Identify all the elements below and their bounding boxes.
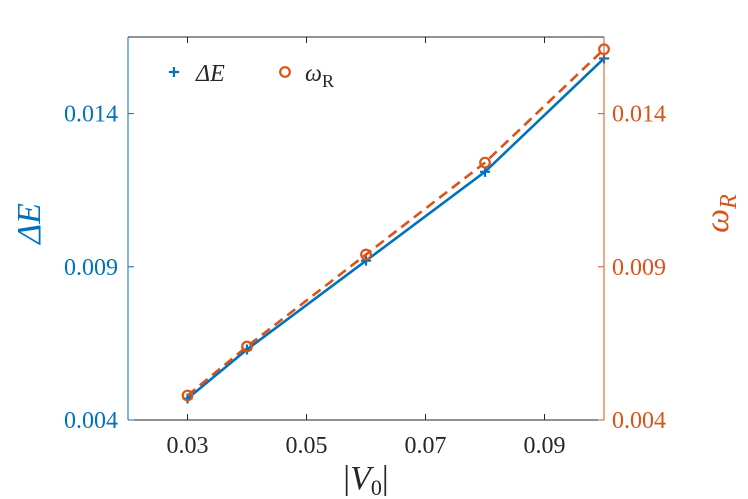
- legend-plus-marker: [169, 67, 179, 77]
- y-left-tick-label: 0.009: [64, 255, 118, 281]
- series-line: [186, 48, 605, 397]
- legend-entry-omega-r: ωR: [279, 61, 334, 91]
- data-point: [360, 248, 372, 261]
- legend-entry-delta-e: ΔE: [169, 61, 225, 87]
- y-left-tick-label: 0.014: [64, 102, 118, 128]
- data-point: [181, 389, 194, 402]
- series-omega-r: [181, 43, 610, 402]
- x-tick-label: 0.09: [524, 433, 566, 459]
- data-point: [361, 255, 371, 266]
- y-right-axis-title: ωR: [699, 194, 742, 233]
- legend-label-omega-r: ωR: [305, 61, 334, 91]
- y-right-tick-label: 0.009: [612, 255, 666, 281]
- axes: 0.03 0.05 0.07 0.09 0.004 0.004 0.009 0.009 0.01…: [11, 36, 742, 499]
- x-tick-label: 0.03: [167, 433, 209, 459]
- x-axis-title: |V0|: [343, 460, 388, 499]
- x-tick-label: 0.05: [286, 433, 328, 459]
- x-tick-label: 0.07: [405, 433, 447, 459]
- y-right-tick-label: 0.004: [612, 408, 666, 434]
- y-right-tick-label: 0.014: [612, 102, 666, 128]
- y-left-tick-label: 0.004: [64, 408, 118, 434]
- data-point: [479, 156, 491, 169]
- legend-circle-marker: [279, 66, 291, 78]
- legend-label-delta-e: ΔE: [195, 61, 225, 87]
- plot-area: [181, 43, 610, 404]
- data-point: [241, 340, 253, 353]
- legend: ΔE ωR: [169, 61, 334, 91]
- y-left-axis-title: ΔE: [11, 203, 48, 246]
